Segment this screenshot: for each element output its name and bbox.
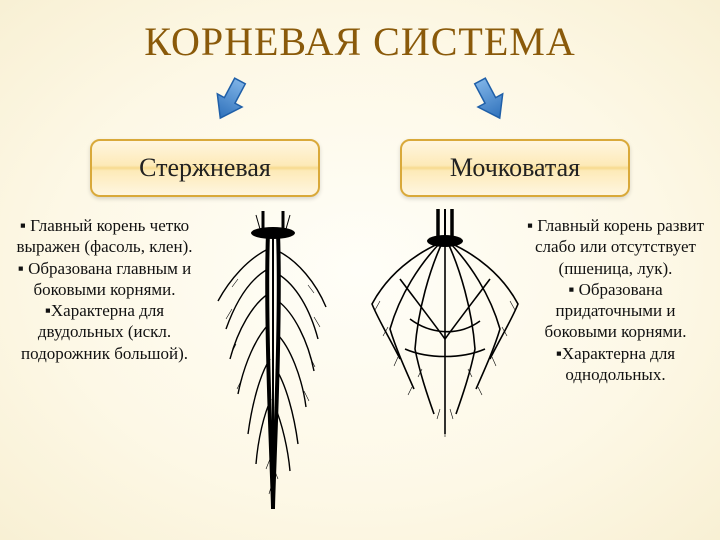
bullet-text: ▪ Образована придаточными и боковыми кор… bbox=[523, 279, 708, 343]
label-taproot: Стержневая bbox=[90, 139, 320, 197]
taproot-illustration bbox=[208, 209, 338, 514]
arrow-left bbox=[195, 71, 265, 131]
label-fibrous: Мочковатая bbox=[400, 139, 630, 197]
page-title: КОРНЕВАЯ СИСТЕМА bbox=[0, 0, 720, 65]
taproot-description: ▪ Главный корень четко выражен (фасоль, … bbox=[12, 215, 197, 364]
bullet-text: ▪ Главный корень развит слабо или отсутс… bbox=[523, 215, 708, 279]
bullet-text: ▪ Главный корень четко выражен (фасоль, … bbox=[12, 215, 197, 258]
fibrous-description: ▪ Главный корень развит слабо или отсутс… bbox=[523, 215, 708, 385]
arrow-right bbox=[455, 71, 525, 131]
arrow-row bbox=[0, 71, 720, 131]
bullet-text: ▪Характерна для двудольных (искл. подоро… bbox=[12, 300, 197, 364]
fibrous-illustration bbox=[360, 209, 530, 454]
bullet-text: ▪Характерна для однодольных. bbox=[523, 343, 708, 386]
label-row: Стержневая Мочковатая bbox=[0, 139, 720, 197]
content-area: ▪ Главный корень четко выражен (фасоль, … bbox=[0, 215, 720, 525]
bullet-text: ▪ Образована главным и боковыми корнями. bbox=[12, 258, 197, 301]
